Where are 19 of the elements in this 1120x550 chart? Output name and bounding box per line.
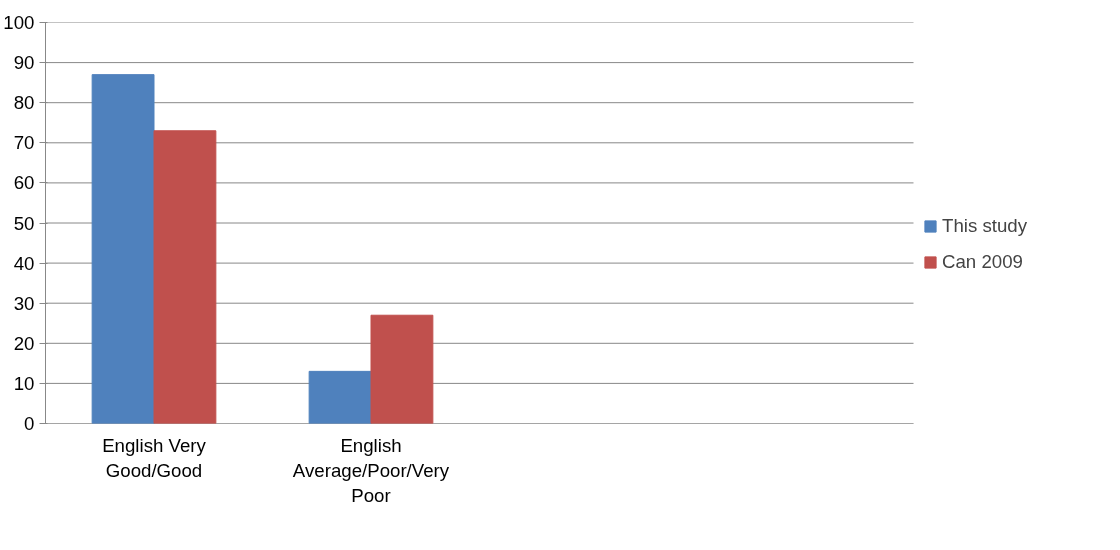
bar bbox=[370, 314, 434, 424]
y-tick-label: 10 bbox=[13, 372, 35, 394]
bar bbox=[308, 370, 372, 424]
y-tick-label: 100 bbox=[3, 12, 35, 33]
y-tick-label: 0 bbox=[24, 413, 35, 434]
legend-label: This study bbox=[942, 215, 1028, 237]
bar bbox=[91, 74, 155, 424]
y-tick-label: 60 bbox=[13, 172, 35, 194]
x-tick-label: English Average/Poor/Very Poor bbox=[292, 434, 450, 506]
bar bbox=[153, 130, 217, 424]
y-tick-label: 70 bbox=[13, 132, 35, 154]
y-tick-label: 30 bbox=[13, 292, 35, 314]
y-tick-label: 50 bbox=[13, 212, 35, 234]
y-tick-label: 90 bbox=[13, 52, 35, 74]
y-tick-label: 80 bbox=[13, 92, 35, 114]
y-tick-label: 40 bbox=[13, 252, 35, 274]
y-tick-label: 20 bbox=[13, 332, 35, 354]
legend-label: Can 2009 bbox=[942, 251, 1023, 273]
x-tick-label: English Very Good/Good bbox=[102, 434, 207, 481]
